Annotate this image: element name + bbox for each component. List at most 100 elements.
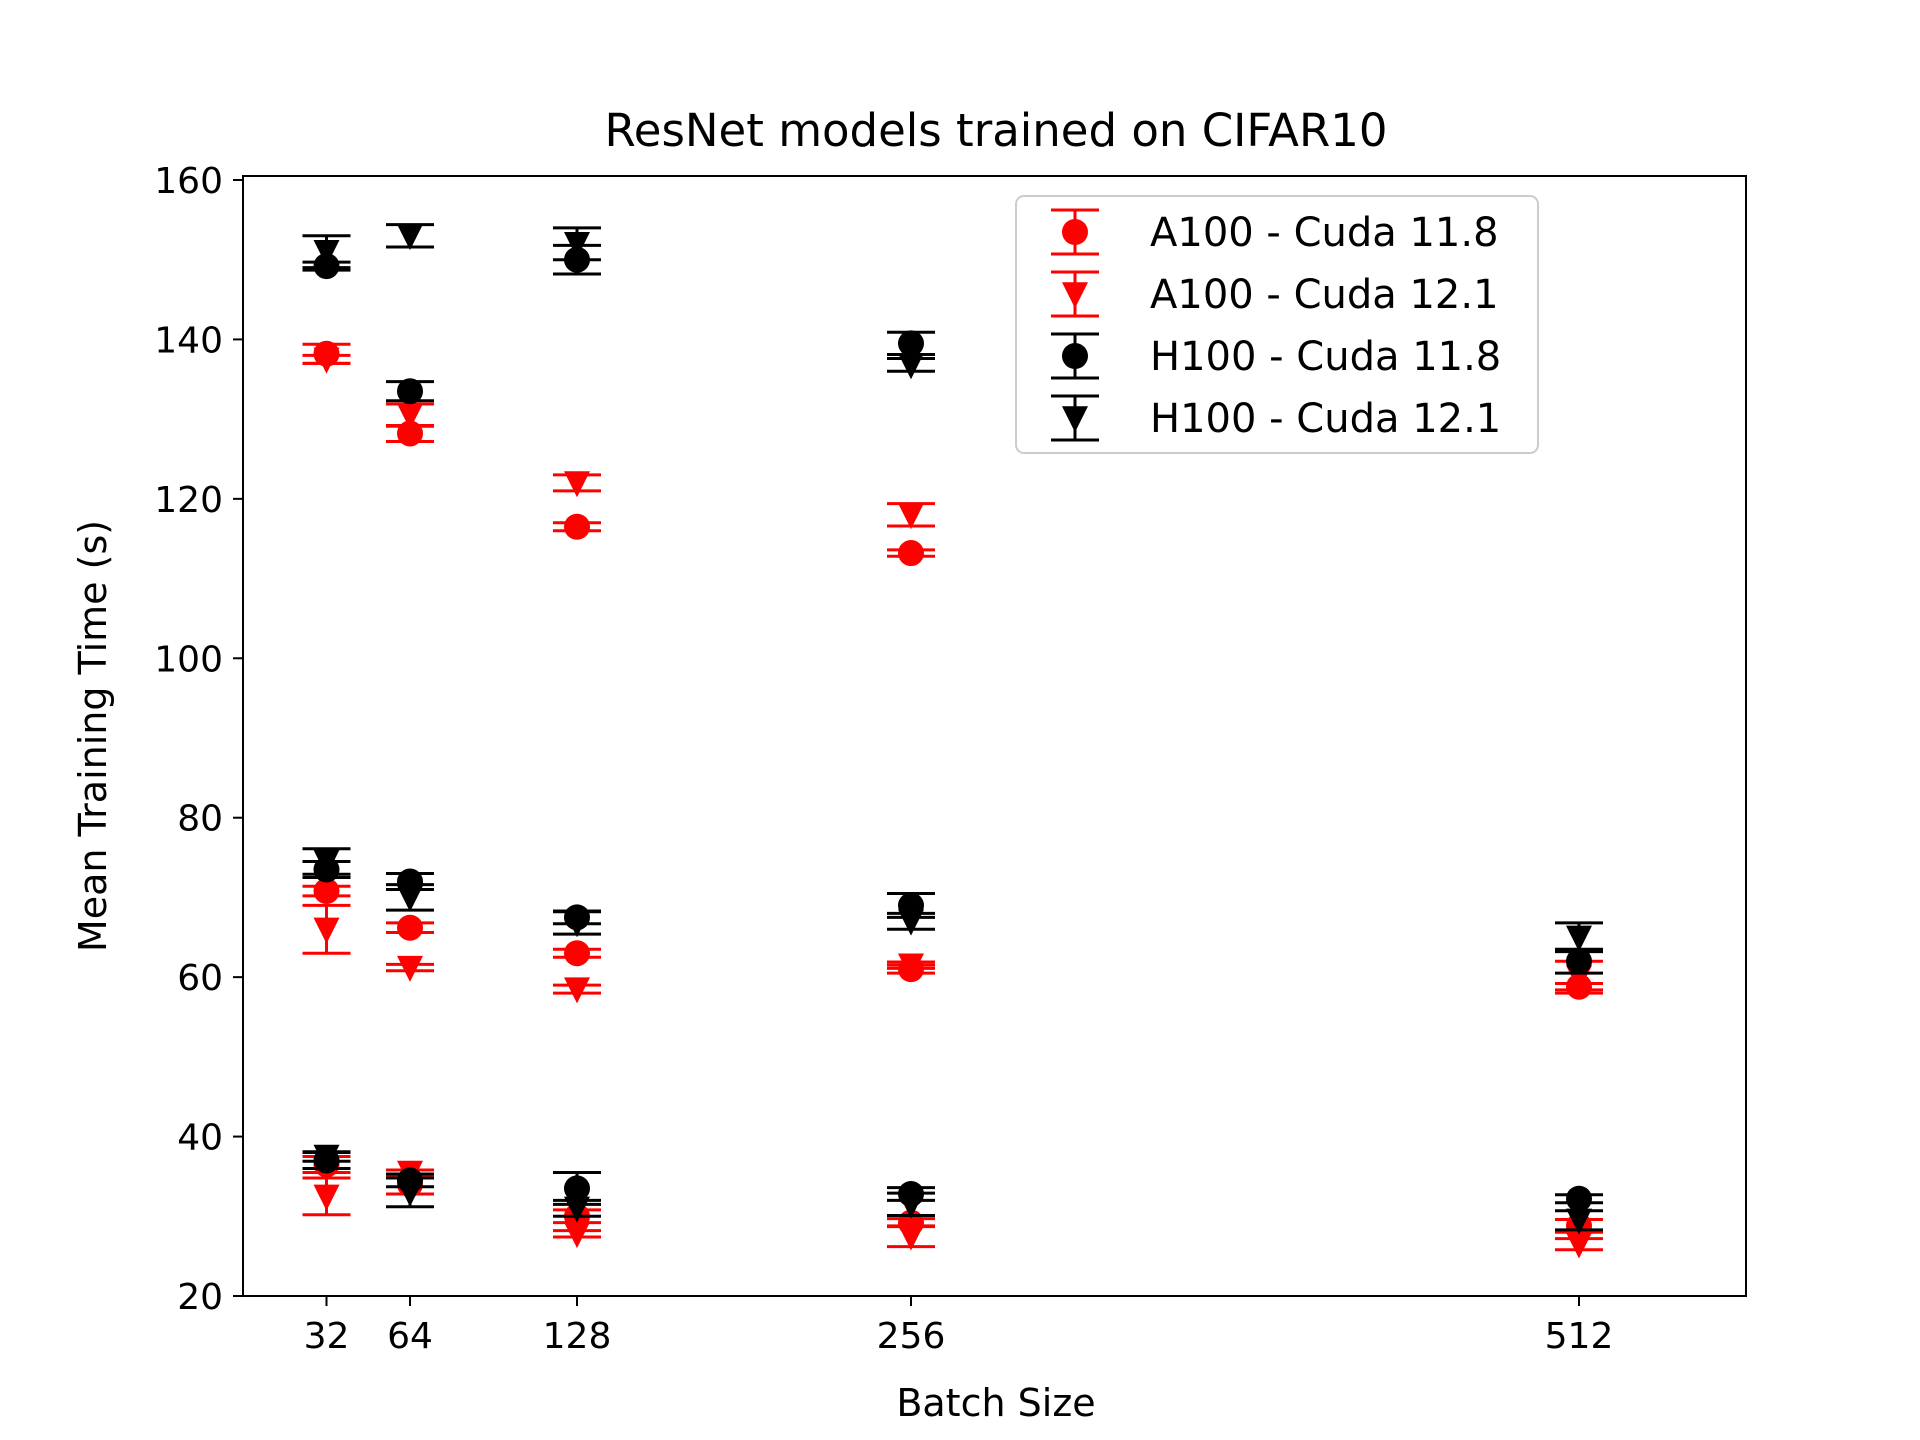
y-tick-label: 60 bbox=[177, 958, 223, 999]
triangle-marker bbox=[397, 403, 423, 430]
circle-marker bbox=[564, 513, 590, 540]
data-point bbox=[1555, 1185, 1603, 1212]
plot-marks bbox=[302, 223, 1603, 1259]
legend: A100 - Cuda 11.8 A100 - Cuda 12.1 H100 - C… bbox=[1015, 195, 1539, 454]
y-tick-label: 20 bbox=[177, 1277, 223, 1318]
triangle-marker bbox=[397, 885, 423, 912]
y-tick-label: 100 bbox=[154, 639, 223, 680]
legend-item: A100 - Cuda 11.8 bbox=[1051, 208, 1499, 256]
triangle-marker bbox=[898, 909, 924, 936]
circle-marker bbox=[898, 540, 924, 567]
data-point bbox=[887, 953, 935, 980]
data-point bbox=[553, 226, 601, 262]
y-tick-label: 160 bbox=[154, 161, 223, 202]
legend-item: H100 - Cuda 12.1 bbox=[1051, 394, 1501, 442]
data-point bbox=[302, 1144, 351, 1171]
data-point bbox=[302, 878, 351, 905]
data-point bbox=[887, 1191, 935, 1219]
triangle-marker bbox=[313, 917, 340, 944]
data-point bbox=[386, 223, 434, 251]
triangle-marker bbox=[1566, 1208, 1592, 1235]
data-point bbox=[386, 1176, 434, 1209]
data-point bbox=[302, 847, 351, 876]
triangle-marker bbox=[898, 503, 924, 530]
triangle-marker bbox=[898, 1192, 924, 1219]
circle-marker bbox=[564, 1175, 590, 1202]
triangle-marker bbox=[313, 1144, 340, 1171]
x-tick-label: 128 bbox=[543, 1316, 612, 1357]
triangle-marker bbox=[564, 471, 590, 498]
y-axis: 20 40 60 80 100 120 140 160 bbox=[154, 161, 243, 1318]
triangle-marker bbox=[564, 232, 590, 259]
data-point bbox=[1555, 1208, 1603, 1235]
data-point bbox=[553, 977, 601, 1004]
data-point bbox=[302, 1176, 351, 1217]
legend-marker bbox=[1062, 219, 1088, 245]
y-axis-label: Mean Training Time (s) bbox=[71, 520, 115, 952]
data-point bbox=[553, 940, 601, 967]
triangle-marker bbox=[898, 953, 924, 980]
triangle-marker bbox=[564, 1196, 590, 1223]
legend-item: H100 - Cuda 11.8 bbox=[1051, 332, 1501, 380]
legend-label: H100 - Cuda 12.1 bbox=[1150, 396, 1501, 442]
data-point bbox=[887, 1224, 935, 1251]
x-tick-label: 32 bbox=[304, 1316, 350, 1357]
triangle-marker bbox=[898, 353, 924, 380]
triangle-marker bbox=[564, 911, 590, 938]
triangle-marker bbox=[397, 1180, 423, 1207]
y-tick-label: 120 bbox=[154, 480, 223, 521]
data-point bbox=[1555, 921, 1603, 954]
circle-marker bbox=[313, 878, 340, 905]
triangle-marker bbox=[564, 977, 590, 1004]
x-axis: 32 64 128 256 512 bbox=[304, 1296, 1614, 1357]
data-point bbox=[386, 883, 434, 912]
data-point bbox=[887, 353, 935, 380]
data-point bbox=[887, 909, 935, 936]
circle-marker bbox=[898, 330, 924, 357]
data-point bbox=[386, 955, 434, 982]
data-point bbox=[302, 234, 351, 270]
legend-item: A100 - Cuda 12.1 bbox=[1051, 270, 1499, 318]
legend-marker bbox=[1062, 406, 1088, 433]
legend-marker bbox=[1062, 343, 1088, 369]
x-axis-label: Batch Size bbox=[896, 1381, 1095, 1425]
y-tick-label: 80 bbox=[177, 799, 223, 840]
y-tick-label: 140 bbox=[154, 320, 223, 361]
data-point bbox=[553, 910, 601, 938]
legend-marker bbox=[1062, 282, 1088, 309]
legend-box bbox=[1015, 195, 1539, 454]
triangle-marker bbox=[898, 1224, 924, 1251]
plot-frame bbox=[242, 175, 1747, 1297]
data-point bbox=[1555, 1232, 1603, 1259]
circle-marker bbox=[1566, 948, 1592, 975]
data-point bbox=[386, 378, 434, 405]
data-point bbox=[553, 1196, 601, 1223]
data-point bbox=[887, 540, 935, 567]
data-point bbox=[553, 471, 601, 498]
triangle-marker bbox=[397, 955, 423, 982]
circle-marker bbox=[564, 940, 590, 967]
triangle-marker bbox=[313, 849, 340, 876]
data-point bbox=[302, 347, 351, 374]
triangle-marker bbox=[1566, 925, 1592, 952]
data-point bbox=[553, 513, 601, 540]
x-tick-label: 64 bbox=[387, 1316, 433, 1357]
circle-marker bbox=[397, 914, 423, 941]
data-point bbox=[302, 903, 351, 955]
y-tick-label: 40 bbox=[177, 1118, 223, 1159]
triangle-marker bbox=[397, 224, 423, 251]
triangle-marker bbox=[313, 240, 340, 267]
circle-marker bbox=[397, 378, 423, 405]
legend-label: H100 - Cuda 11.8 bbox=[1150, 334, 1501, 380]
legend-label: A100 - Cuda 12.1 bbox=[1150, 272, 1499, 318]
legend-label: A100 - Cuda 11.8 bbox=[1150, 210, 1499, 256]
x-tick-label: 512 bbox=[1545, 1316, 1614, 1357]
triangle-marker bbox=[313, 347, 340, 374]
triangle-marker bbox=[564, 1222, 590, 1249]
x-tick-label: 256 bbox=[877, 1316, 946, 1357]
chart-title: ResNet models trained on CIFAR10 bbox=[605, 104, 1388, 157]
triangle-marker bbox=[1566, 1232, 1592, 1259]
circle-marker bbox=[1566, 1185, 1592, 1212]
